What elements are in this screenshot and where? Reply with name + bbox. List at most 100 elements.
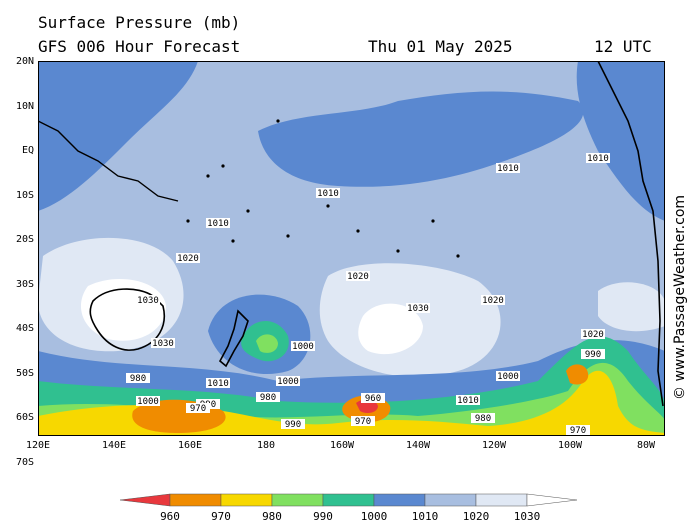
legend-swatch (322, 493, 375, 507)
contour-label: 1010 (207, 219, 229, 229)
legend-swatch (526, 493, 578, 507)
contour-label-bg (136, 396, 160, 406)
contour-label: 980 (260, 393, 276, 403)
contour-label: 1010 (207, 379, 229, 389)
contour-label-bg (456, 395, 480, 405)
contour-label-bg (176, 253, 200, 263)
contour-label: 1030 (407, 304, 429, 314)
contour-label-bg (281, 419, 305, 429)
forecast-label: GFS 006 Hour Forecast (38, 37, 241, 56)
high-cell-1020-east (598, 282, 665, 332)
legend-label: 1020 (463, 510, 490, 523)
latitude-label: 70S (15, 456, 34, 468)
legend-label: 990 (313, 510, 333, 523)
contour-label: 970 (355, 417, 371, 427)
contour-label-bg (346, 271, 370, 281)
legend-swatch (271, 493, 324, 507)
contour-label-bg (151, 338, 175, 348)
forecast-date: Thu 01 May 2025 (368, 37, 513, 56)
contour-label: 980 (130, 374, 146, 384)
contour-label-bg (206, 378, 230, 388)
contour-label-bg (256, 392, 280, 402)
latitude-label: 40S (15, 323, 34, 334)
contour-label: 1020 (582, 330, 604, 340)
legend-swatch (373, 493, 426, 507)
map-frame (38, 61, 665, 436)
contour-label-bg (291, 341, 315, 351)
longitude-label: 160E (177, 440, 203, 451)
legend-swatch (475, 493, 528, 507)
contour-label-bg (206, 218, 230, 228)
contour-labels: 1030 1030 1030 1020 1020 1020 1020 1010 1010 1010… (126, 153, 610, 436)
legend-swatch (424, 493, 477, 507)
contour-label: 1020 (177, 254, 199, 264)
legend-label: 1030 (514, 510, 541, 523)
contour-label: 990 (585, 350, 601, 360)
legend-label: 1010 (412, 510, 439, 523)
longitude-label: 140W (405, 440, 431, 451)
latitude-label: 10N (15, 100, 34, 112)
contour-label-bg (586, 153, 610, 163)
latitude-label: 20N (15, 56, 34, 67)
latitude-label: EQ (21, 145, 34, 156)
americas-coast (597, 61, 664, 407)
contour-label: 1000 (292, 342, 314, 352)
legend-swatch (220, 493, 273, 507)
contour-label: 1010 (317, 189, 339, 199)
low-cell-970-south-east (566, 364, 589, 385)
contour-label: 1020 (347, 272, 369, 282)
latitude-label: 30S (15, 278, 34, 290)
contour-label: 1010 (457, 396, 479, 406)
contour-label-bg (406, 303, 430, 313)
contour-label: 960 (365, 394, 381, 404)
latitude-label: 20S (15, 234, 34, 245)
contour-label: 1030 (152, 339, 174, 349)
contour-label: 1010 (497, 164, 519, 174)
high-cell-1030-central (358, 303, 423, 355)
low-cell-990-nz (256, 334, 278, 353)
contour-label: 980 (475, 414, 491, 424)
longitude-label: 120E (25, 440, 51, 451)
legend-swatch (169, 493, 222, 507)
contour-label-bg (136, 295, 160, 305)
contour-label-bg (496, 371, 520, 381)
longitude-label: 80W (636, 440, 656, 451)
pressure-map: 1030 1030 1030 1020 1020 1020 1020 1010 1010 1010… (38, 61, 665, 436)
longitude-label: 100W (557, 440, 583, 451)
latitude-label: 60S (15, 412, 34, 423)
contour-label: 1030 (137, 296, 159, 306)
indonesia-coast (38, 120, 179, 202)
contour-label-bg (276, 376, 300, 386)
legend-label: 1000 (361, 510, 388, 523)
pressure-legend: 960 970 980 990 1000 1010 1020 1030 (119, 493, 578, 523)
contour-label-bg (581, 349, 605, 359)
contour-label-bg (581, 329, 605, 339)
band-1000-1010-central (258, 91, 584, 187)
longitude-label: 120W (481, 440, 507, 451)
contour-label-bg (361, 393, 385, 403)
contour-label-bg (471, 413, 495, 423)
contour-label: 1000 (497, 372, 519, 382)
contour-label: 990 (285, 420, 301, 430)
contour-label-bg (186, 403, 210, 413)
site-credit: © www.PassageWeather.com (672, 194, 688, 400)
contour-label: 1010 (587, 154, 609, 164)
contour-label: 970 (190, 404, 206, 414)
contour-label: 1000 (277, 377, 299, 387)
legend-label: 960 (160, 510, 180, 523)
legend-swatch (119, 493, 171, 507)
contour-label-bg (316, 188, 340, 198)
contour-label-bg (496, 163, 520, 173)
contour-label-bg (481, 295, 505, 305)
longitude-label: 180 (256, 440, 276, 451)
legend-label: 980 (262, 510, 282, 523)
contour-label-bg (351, 416, 375, 426)
legend-label: 970 (211, 510, 231, 523)
latitude-label: 10S (15, 189, 34, 201)
contour-label-bg (126, 373, 150, 383)
contour-label: 970 (570, 426, 586, 436)
pacific-islands (186, 119, 460, 258)
new-zealand-coast (218, 309, 249, 368)
contour-label-bg (566, 425, 590, 435)
latitude-label: 50S (15, 367, 34, 379)
